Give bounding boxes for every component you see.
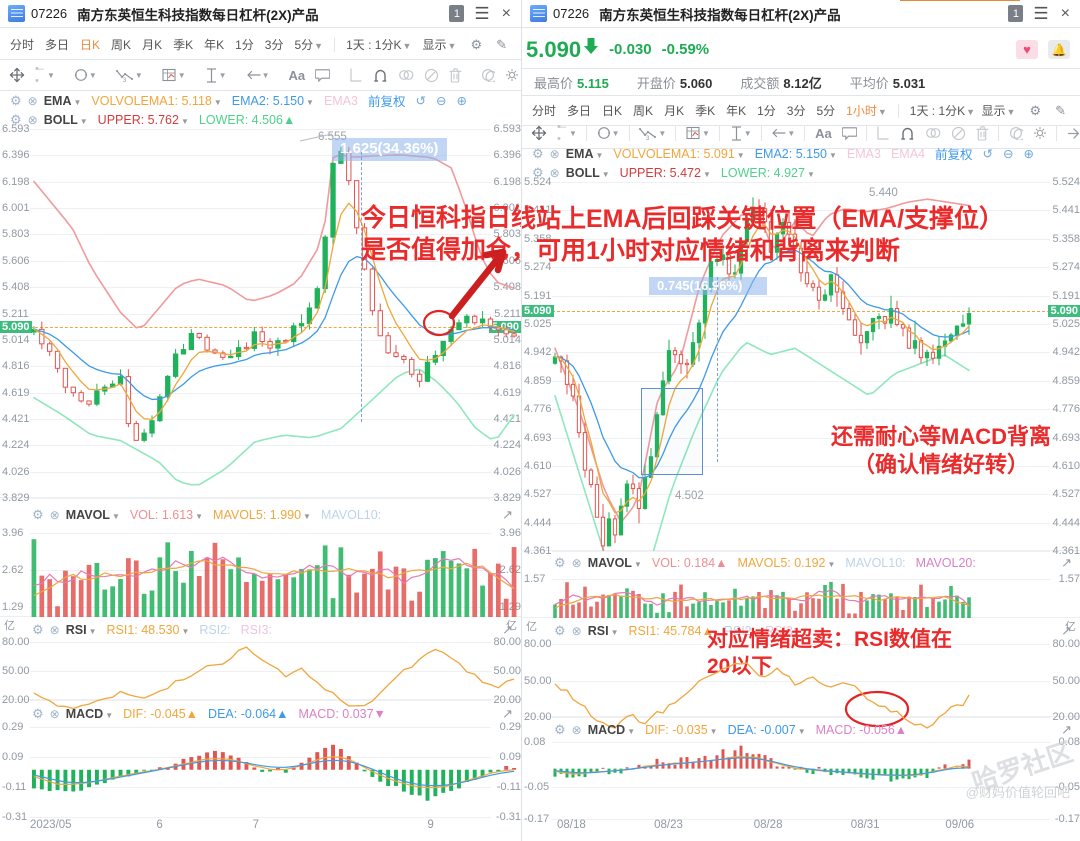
svg-text:3: 3 xyxy=(646,136,650,140)
svg-text:3: 3 xyxy=(123,78,127,82)
